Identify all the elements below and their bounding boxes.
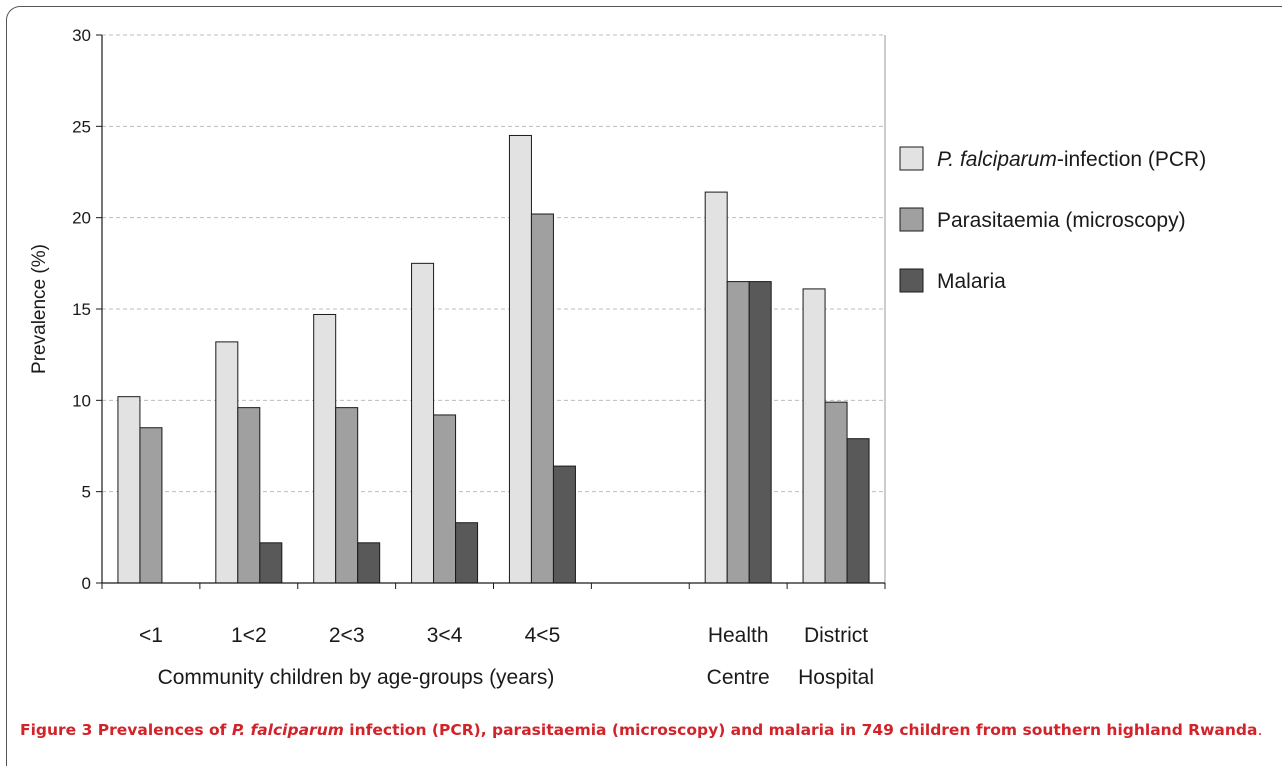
bar-s1-c3 (433, 414, 457, 584)
bar-s2-c1 (259, 542, 283, 584)
x-tick-label-6-1: Centre (707, 666, 770, 689)
caption-label: Figure 3 (20, 721, 93, 739)
bar-s0-c1 (215, 341, 239, 584)
legend-swatch-0 (899, 146, 924, 171)
x-tick-label-1-0: 1<2 (231, 624, 267, 647)
bar-s1-c4 (530, 213, 554, 584)
bar-s2-c2 (357, 542, 381, 584)
y-axis-title: Prevalence (%) (29, 244, 50, 374)
figure-caption: Figure 3 Prevalences of P. falciparum in… (20, 718, 1272, 742)
y-tick-label-4: 20 (72, 209, 91, 228)
legend-swatch-2 (899, 268, 924, 293)
figure-frame (6, 6, 1282, 766)
legend-label-1: Parasitaemia (microscopy) (937, 209, 1186, 232)
y-tick-label-3: 15 (72, 300, 91, 319)
x-tick-label-2-0: 2<3 (329, 624, 365, 647)
legend-label-0-rest: -infection (PCR) (1057, 148, 1206, 171)
bar-s2-c6 (748, 281, 772, 584)
bar-s1-c6 (726, 281, 750, 584)
legend-label-0-italic: P. falciparum (937, 148, 1057, 171)
y-tick-label-1: 5 (82, 483, 91, 502)
bar-s0-c4 (508, 134, 532, 584)
x-axis-title: Community children by age-groups (years) (158, 666, 555, 689)
caption-text-pre: Prevalences of (92, 721, 232, 739)
caption-text-end: . (1257, 721, 1263, 739)
x-tick-label-3-0: 3<4 (427, 624, 463, 647)
bar-s0-c6 (704, 191, 728, 584)
legend-swatch-1 (899, 207, 924, 232)
bar-s1-c1 (237, 407, 261, 584)
x-tick-label-0-0: <1 (139, 624, 163, 647)
caption-text-italic: P. falciparum (231, 721, 344, 739)
caption-text-post: infection (PCR), parasitaemia (microscop… (343, 721, 1258, 739)
x-tick-label-7-1: Hospital (798, 666, 874, 689)
y-tick-label-0: 0 (82, 574, 91, 593)
x-tick-label-7-0: District (804, 624, 868, 647)
bar-s1-c0 (139, 427, 163, 584)
legend-label-0: P. falciparum-infection (PCR) (937, 148, 1206, 171)
y-tick-label-2: 10 (72, 391, 91, 410)
y-tick-label-5: 25 (72, 117, 91, 136)
legend-label-2: Malaria (937, 270, 1006, 293)
y-tick-label-6: 30 (72, 26, 91, 45)
x-tick-label-6-0: Health (708, 624, 769, 647)
bar-s0-c3 (411, 262, 435, 584)
bar-s0-c0 (117, 396, 141, 584)
x-tick-label-4-0: 4<5 (525, 624, 561, 647)
bar-s2-c3 (455, 522, 479, 584)
bar-s1-c7 (824, 401, 848, 584)
bar-s1-c2 (335, 407, 359, 584)
bar-chart: 0 5 10 15 20 25 30 <1 1<2 2<3 3<4 4<5 Health Centre Di… (29, 26, 1206, 689)
bar-s0-c7 (802, 288, 826, 584)
bar-s2-c4 (552, 465, 576, 584)
bar-s2-c7 (846, 438, 870, 584)
bar-s0-c2 (313, 313, 337, 584)
